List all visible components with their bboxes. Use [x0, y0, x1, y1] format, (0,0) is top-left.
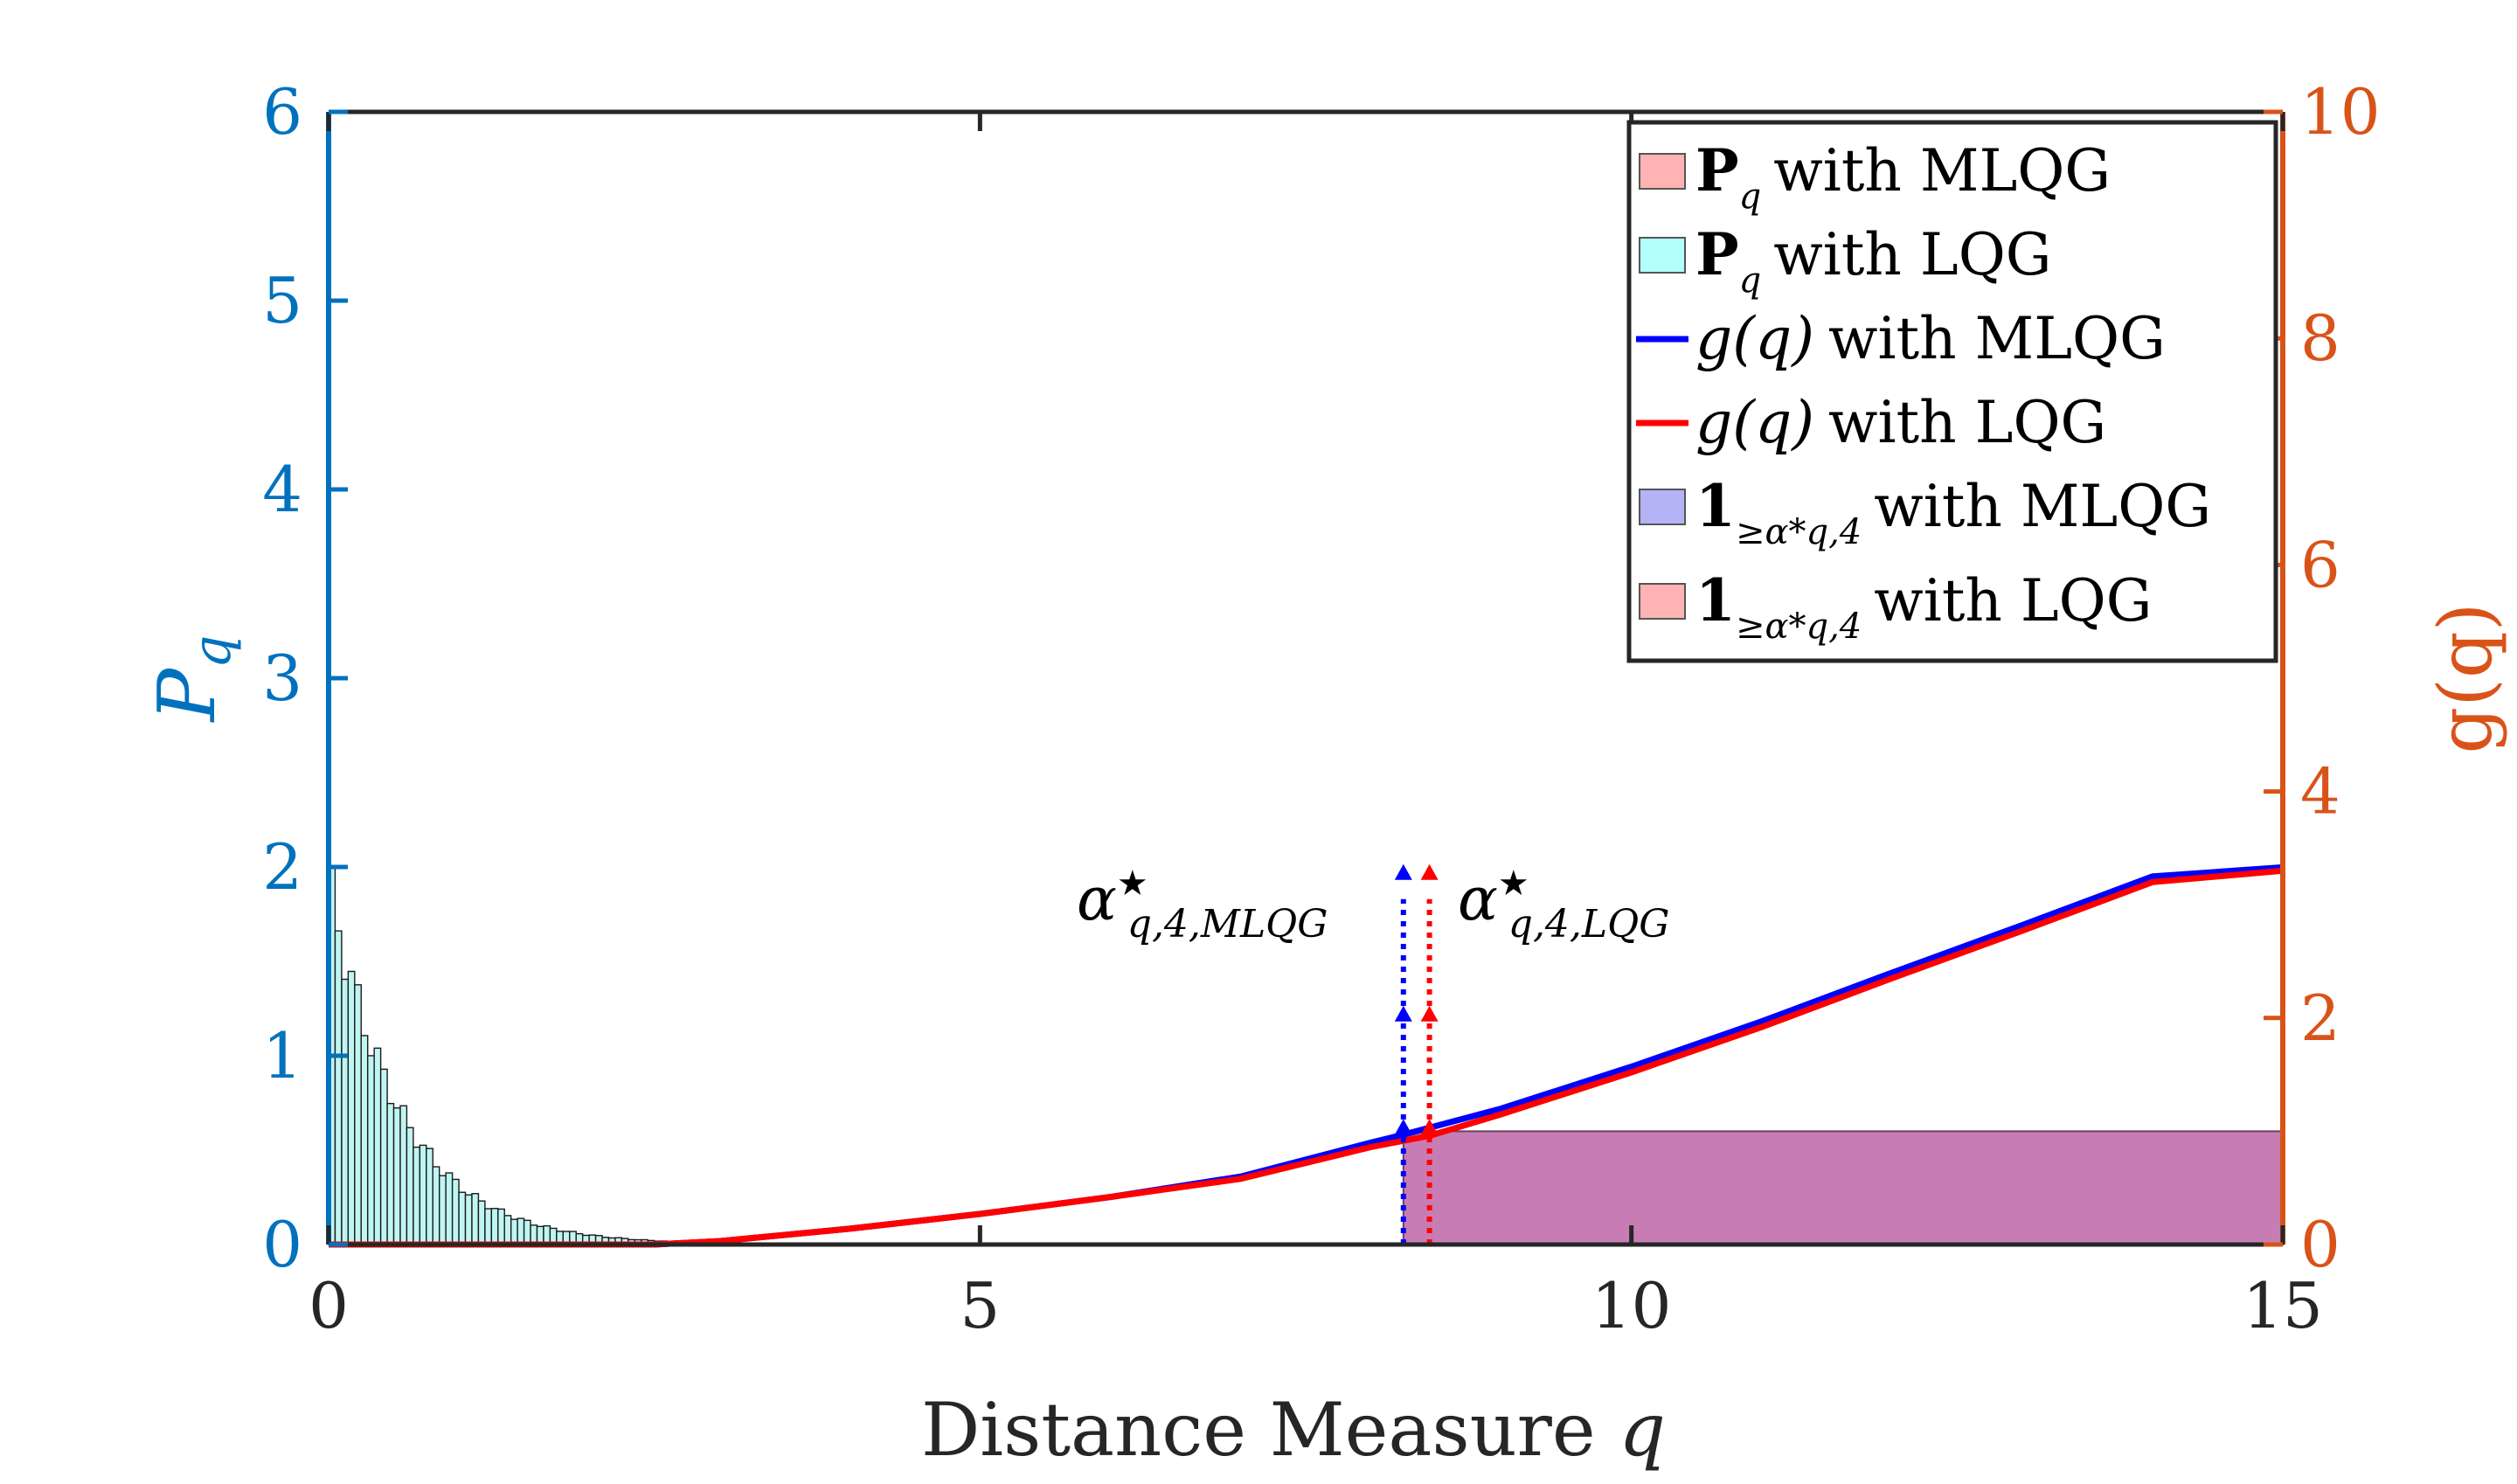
- histogram-bar: [517, 1217, 525, 1245]
- histogram-bar: [432, 1166, 440, 1245]
- y-right-tick-label: 2: [2300, 981, 2340, 1055]
- legend-label: g(q) with LQG: [1695, 389, 2106, 456]
- histogram-bar: [386, 1102, 395, 1245]
- legend-label: 1≥α*q,4 with LQG: [1695, 566, 2153, 647]
- y-right-tick-label: 8: [2300, 302, 2340, 375]
- legend-label: Pq with MLQG: [1695, 136, 2111, 217]
- y-axis-right-label: g(q): [2423, 602, 2508, 753]
- threshold-arrowhead: [1394, 1005, 1412, 1022]
- histogram-bar: [399, 1105, 408, 1245]
- histogram-bar: [426, 1148, 433, 1245]
- x-tick-label: 10: [1591, 1269, 1672, 1342]
- indicator-region: [1402, 1130, 2285, 1246]
- histogram-bar: [360, 1035, 369, 1245]
- legend-box: [1626, 120, 2278, 663]
- x-tick-label: 5: [960, 1269, 1000, 1342]
- y-left-tick-label: 5: [262, 264, 302, 337]
- threshold-arrowhead: [1420, 1119, 1439, 1135]
- histogram-bar: [464, 1194, 473, 1245]
- legend-swatch: [1639, 489, 1686, 525]
- histogram-bar: [367, 1055, 375, 1245]
- histogram-bar: [510, 1218, 518, 1245]
- histogram-bar: [413, 1146, 421, 1245]
- annotation-lqg: α★ q,4,LQG: [1458, 863, 1669, 947]
- y-left-tick-label: 1: [262, 1019, 302, 1092]
- g-curve-lqg: [329, 867, 2284, 1248]
- y-right-tick-label: 6: [2300, 528, 2340, 601]
- threshold-arrowhead: [1394, 1119, 1412, 1135]
- y-left-tick-label: 0: [262, 1208, 302, 1281]
- histogram-bar: [490, 1208, 499, 1245]
- histogram-bar: [477, 1200, 486, 1245]
- histogram-bar: [334, 930, 343, 1245]
- legend-swatch: [1639, 583, 1686, 620]
- histogram-bar: [406, 1127, 414, 1245]
- histogram-bar: [419, 1144, 427, 1245]
- histogram-bar: [439, 1175, 447, 1245]
- threshold-arrowhead: [1420, 1005, 1439, 1022]
- legend-label: 1≥α*q,4 with MLQG: [1695, 472, 2211, 552]
- histogram-bar: [379, 1068, 388, 1245]
- y-right-tick-label: 10: [2300, 75, 2381, 149]
- y-left-tick-label: 6: [262, 75, 302, 149]
- histogram-bar: [497, 1208, 505, 1245]
- histogram-bar: [347, 970, 356, 1245]
- y-left-tick-label: 3: [262, 641, 302, 715]
- histogram-bar: [354, 984, 362, 1245]
- legend-swatch: [1639, 237, 1686, 274]
- y-right-tick-label: 4: [2300, 755, 2340, 829]
- x-axis-label: Distance Measure q: [921, 1387, 1666, 1473]
- y-right-tick-label: 0: [2300, 1208, 2340, 1281]
- histogram-bar: [451, 1178, 460, 1245]
- histogram-bar: [341, 978, 350, 1245]
- threshold-arrowhead: [1394, 863, 1412, 880]
- histogram-bar: [471, 1193, 480, 1245]
- histogram-bar: [392, 1107, 401, 1245]
- histogram-bar: [523, 1219, 531, 1245]
- histogram-bar: [445, 1172, 454, 1245]
- histogram-bar: [373, 1047, 382, 1245]
- annotation-mlqg: α★ q,4,MLQG: [1077, 863, 1328, 947]
- histogram-bar: [458, 1191, 467, 1245]
- y-left-tick-label: 4: [262, 453, 302, 526]
- legend-label: Pq with LQG: [1695, 220, 2052, 301]
- x-tick-label: 15: [2243, 1269, 2323, 1342]
- threshold-arrowhead: [1420, 863, 1439, 880]
- y-left-tick-label: 2: [262, 830, 302, 904]
- histogram-bar: [484, 1208, 493, 1245]
- legend-label: g(q) with MLQG: [1695, 305, 2166, 372]
- legend-swatch: [1639, 153, 1686, 190]
- x-tick-label: 0: [309, 1269, 349, 1342]
- y-axis-left-label: Pq: [142, 635, 243, 724]
- threshold-markers: [1394, 863, 1439, 1245]
- histogram-bar: [503, 1215, 512, 1245]
